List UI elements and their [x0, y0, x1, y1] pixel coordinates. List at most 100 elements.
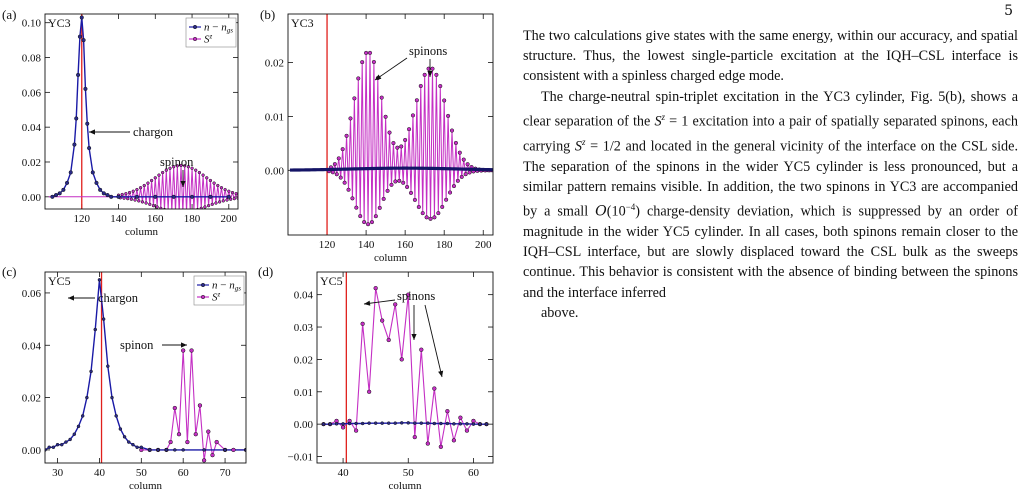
y-tick-label: 0.06 [22, 288, 42, 300]
sz-point [168, 439, 173, 445]
x-tick-label: 40 [338, 467, 350, 479]
arrow-head [180, 181, 186, 187]
density-point [93, 327, 97, 332]
sz-point [186, 165, 191, 169]
sz-point [127, 190, 132, 195]
density-point [80, 414, 85, 418]
density-point [386, 421, 391, 425]
x-tick-label: 200 [475, 239, 492, 251]
y-tick-label: 0.00 [294, 419, 314, 431]
sz-point [459, 174, 464, 179]
sz-point [334, 172, 339, 177]
sz-point [144, 201, 148, 205]
sz-point [201, 458, 207, 463]
sz-point [183, 164, 187, 168]
y-tick-label: 0.06 [22, 87, 42, 99]
legend-label-density: n − ngs [204, 22, 233, 35]
legend-label-sz: Sz [212, 291, 221, 304]
density-point [109, 194, 114, 199]
density-point [367, 421, 371, 425]
sz-point [373, 286, 378, 291]
density-point [127, 440, 131, 444]
sz-point [175, 164, 179, 168]
density-point [373, 421, 378, 425]
x-tick-label: 180 [184, 213, 201, 225]
sz-point [179, 163, 183, 168]
x-tick-label: 120 [74, 213, 91, 225]
x-tick-label: 140 [110, 213, 127, 225]
cylinder-label: YC5 [320, 274, 343, 288]
density-point [334, 422, 339, 426]
density-point [61, 187, 66, 192]
density-point [156, 448, 160, 452]
density-point [68, 170, 73, 175]
sz-point [467, 170, 472, 175]
density-point [478, 422, 482, 426]
density-point [94, 180, 99, 185]
paragraph-2: The charge-neutral spin-triplet excitati… [523, 88, 1018, 301]
sz-point [135, 187, 139, 192]
arrow-head [181, 342, 187, 348]
legend-marker [200, 294, 206, 300]
density-point [114, 414, 118, 418]
annotation-label: spinon [160, 155, 194, 169]
sz-point [432, 386, 437, 391]
sz-point [414, 98, 419, 103]
density-point [79, 15, 84, 20]
sz-point [168, 166, 172, 170]
y-tick-label: 0.01 [265, 111, 284, 123]
x-tick-label: 60 [468, 467, 480, 479]
density-point [171, 194, 176, 199]
x-tick-label: 70 [220, 467, 232, 479]
sz-point [436, 211, 441, 216]
sz-point [445, 409, 450, 414]
sz-point [428, 216, 433, 221]
density-point [55, 442, 60, 447]
sz-point [230, 190, 235, 195]
sz-point [464, 428, 470, 433]
annotation-arrow [374, 57, 408, 81]
density-point [65, 180, 70, 185]
sz-point [216, 183, 220, 188]
sz-point [367, 50, 373, 55]
x-tick-label: 140 [358, 239, 375, 251]
sz-point [137, 199, 141, 203]
sz-point [164, 168, 168, 172]
sz-point [453, 140, 458, 146]
sz-point [405, 184, 410, 190]
density-point [173, 448, 177, 452]
density-point [85, 121, 90, 126]
sz-point [455, 178, 460, 183]
sz-point [167, 208, 169, 209]
y-tick-label: 0.04 [294, 290, 314, 302]
sz-point [153, 176, 157, 180]
sz-point [238, 193, 241, 196]
sz-point [221, 199, 225, 203]
x-tick-label: 160 [397, 239, 414, 251]
page-number: 5 [1004, 3, 1013, 19]
sz-point [124, 192, 128, 196]
sz-point [178, 211, 181, 214]
density-series-line [289, 166, 493, 172]
sz-point [461, 157, 466, 162]
density-point [87, 146, 92, 151]
density-point [164, 448, 169, 452]
density-point [189, 194, 195, 199]
sz-point [214, 439, 219, 445]
density-series-line [45, 279, 246, 451]
sz-point [232, 196, 236, 201]
sz-point [206, 203, 211, 208]
sz-point [391, 141, 396, 146]
sz-point [430, 66, 435, 71]
density-point [347, 421, 352, 426]
panel-c: (c) 30 40 50 60 70 0.00 0.02 0.04 0.06 column YC5 ch… [2, 264, 247, 492]
sz-point [160, 170, 165, 175]
density-point [458, 422, 463, 426]
sz-point [406, 127, 412, 132]
sz-point [234, 192, 238, 196]
density-point [471, 422, 476, 426]
density-point [380, 421, 384, 425]
sz-point [432, 215, 437, 220]
sz-point [425, 441, 430, 446]
arrow-head [438, 370, 444, 377]
